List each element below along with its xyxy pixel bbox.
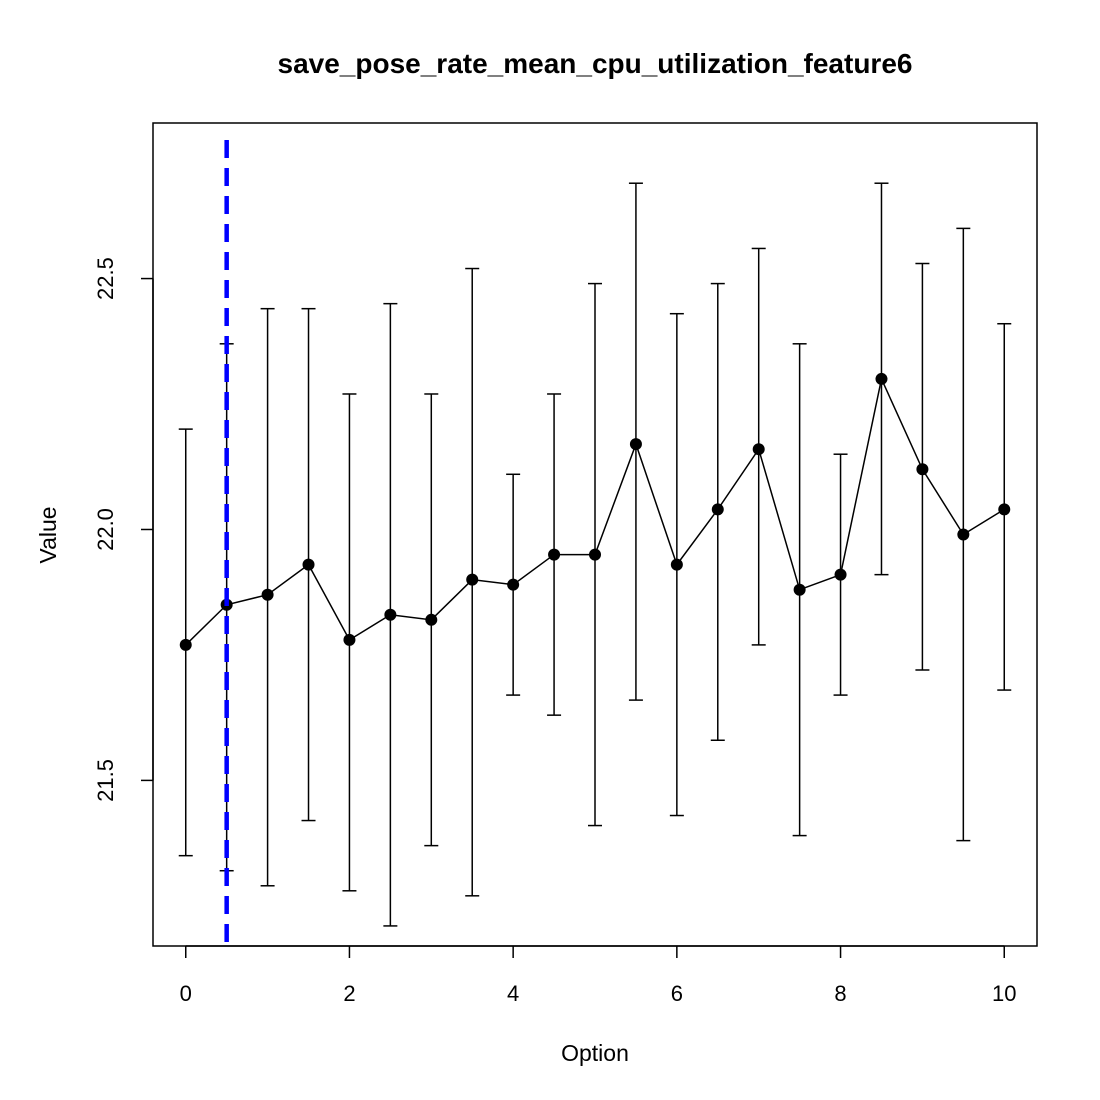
data-point <box>875 372 888 385</box>
y-tick-label: 21.5 <box>93 759 118 802</box>
data-point <box>711 503 724 516</box>
x-tick-label: 2 <box>343 981 355 1006</box>
x-tick-label: 4 <box>507 981 519 1006</box>
data-point <box>998 503 1011 516</box>
data-point <box>670 558 683 571</box>
x-axis-label: Option <box>561 1040 629 1066</box>
y-tick-label: 22.0 <box>93 508 118 551</box>
x-tick-label: 0 <box>180 981 192 1006</box>
y-axis-label: Value <box>35 506 61 563</box>
data-point <box>425 613 438 626</box>
data-point <box>834 568 847 581</box>
data-point <box>793 583 806 596</box>
data-point <box>507 578 520 591</box>
data-point <box>916 463 929 476</box>
data-point <box>957 528 970 541</box>
x-tick-label: 8 <box>834 981 846 1006</box>
data-point <box>343 633 356 646</box>
data-point <box>629 438 642 451</box>
x-axis: 0 2 4 6 8 10 <box>180 945 1017 1006</box>
data-point <box>589 548 601 561</box>
x-tick-label: 10 <box>992 981 1016 1006</box>
x-tick-label: 6 <box>671 981 683 1006</box>
y-axis: 21.5 22.0 22.5 <box>93 257 154 802</box>
data-point <box>466 573 479 586</box>
data-point <box>752 443 765 456</box>
y-tick-label: 22.5 <box>93 257 118 300</box>
series-group <box>179 372 1011 651</box>
data-point <box>302 558 315 571</box>
data-point <box>261 588 274 601</box>
data-point <box>384 608 397 621</box>
data-point <box>548 548 561 561</box>
chart-title: save_pose_rate_mean_cpu_utilization_feat… <box>278 48 913 79</box>
data-point <box>179 638 192 651</box>
